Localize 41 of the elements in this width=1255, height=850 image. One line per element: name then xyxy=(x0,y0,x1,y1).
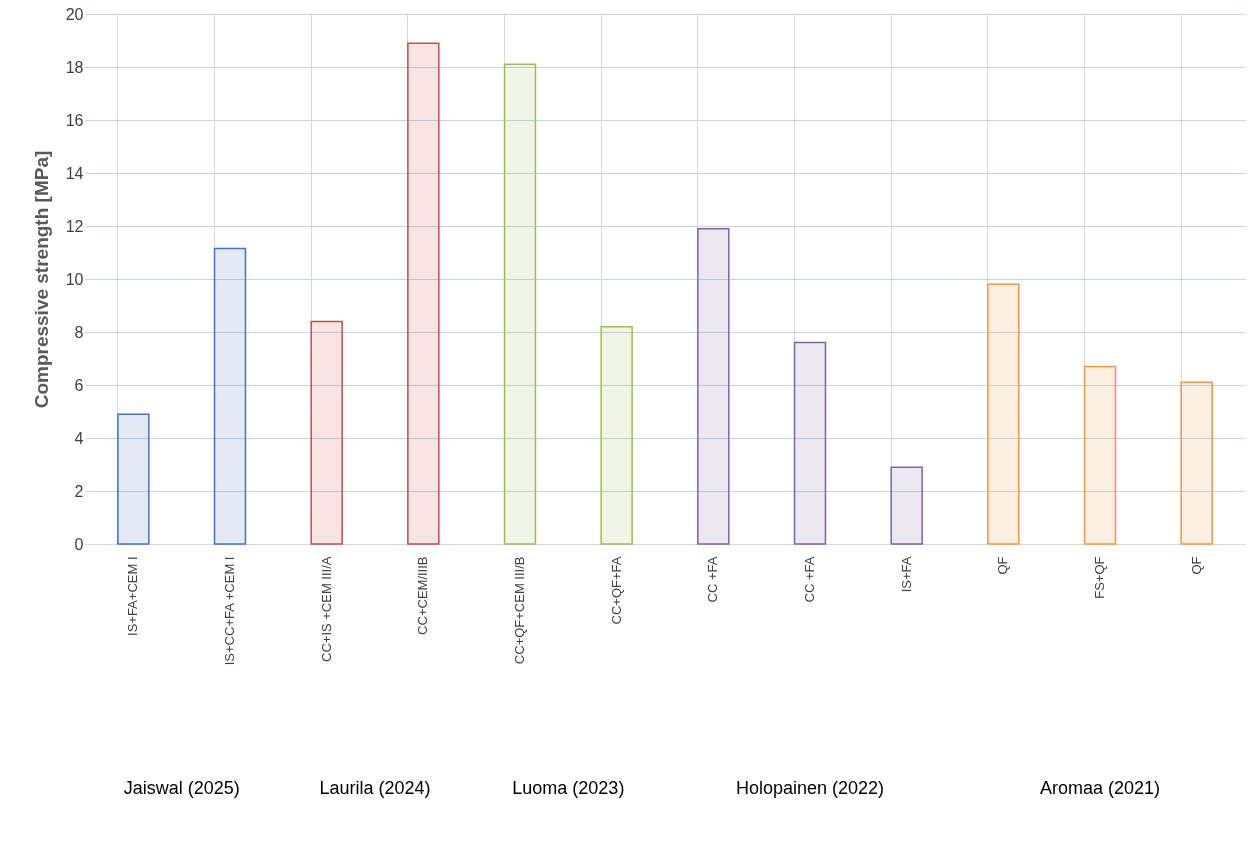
x-tick-label: FS+QF xyxy=(1092,556,1107,599)
bar xyxy=(890,466,923,545)
bar xyxy=(987,283,1020,545)
y-tick-label: 20 xyxy=(65,5,84,23)
y-tick-label: 2 xyxy=(74,482,84,500)
bar xyxy=(310,320,343,545)
text: Laurila (2024) xyxy=(319,778,431,798)
x-tick-label: CC+QF+CEM III/B xyxy=(512,556,527,665)
x-tick-label: QF xyxy=(1188,556,1204,575)
bar xyxy=(1180,381,1213,545)
bar xyxy=(697,227,730,545)
bar xyxy=(503,63,537,545)
text: Holopainen (2022) xyxy=(735,778,885,798)
y-tick-label: 18 xyxy=(65,58,84,76)
y-axis-title: Compressive strength [MPa] xyxy=(30,150,52,409)
bar xyxy=(213,247,247,545)
x-tick-label: CC+CEM/IIIB xyxy=(415,556,431,635)
text: Jaiswal (2025) xyxy=(123,778,240,798)
bar xyxy=(407,42,440,545)
y-tick-label: 6 xyxy=(74,376,84,394)
x-tick-label: CC+QF+FA xyxy=(608,556,624,625)
y-tick-label: 0 xyxy=(74,535,84,553)
bar xyxy=(1083,365,1117,545)
y-tick-label: 4 xyxy=(74,429,84,447)
y-tick-label: 10 xyxy=(65,270,84,288)
x-tick-label: CC +FA xyxy=(802,556,817,603)
bar xyxy=(600,325,633,545)
x-tick-label: CC +FA xyxy=(705,556,721,603)
y-tick-label: 8 xyxy=(74,323,84,341)
x-tick-label: IS+CC+FA +CEM I xyxy=(222,556,237,666)
x-tick-label: QF xyxy=(995,556,1011,575)
y-tick-label: 14 xyxy=(65,164,84,182)
x-tick-label: IS+FA xyxy=(898,556,914,593)
bar xyxy=(793,341,827,545)
text: Luoma (2023) xyxy=(512,778,625,798)
x-tick-label: CC+IS +CEM III/A xyxy=(318,556,334,662)
bar xyxy=(117,413,150,545)
y-tick-label: 12 xyxy=(65,217,84,235)
y-tick-label: 16 xyxy=(65,111,84,129)
text: Aromaa (2021) xyxy=(1039,778,1161,798)
x-tick-label: IS+FA+CEM I xyxy=(125,556,141,636)
